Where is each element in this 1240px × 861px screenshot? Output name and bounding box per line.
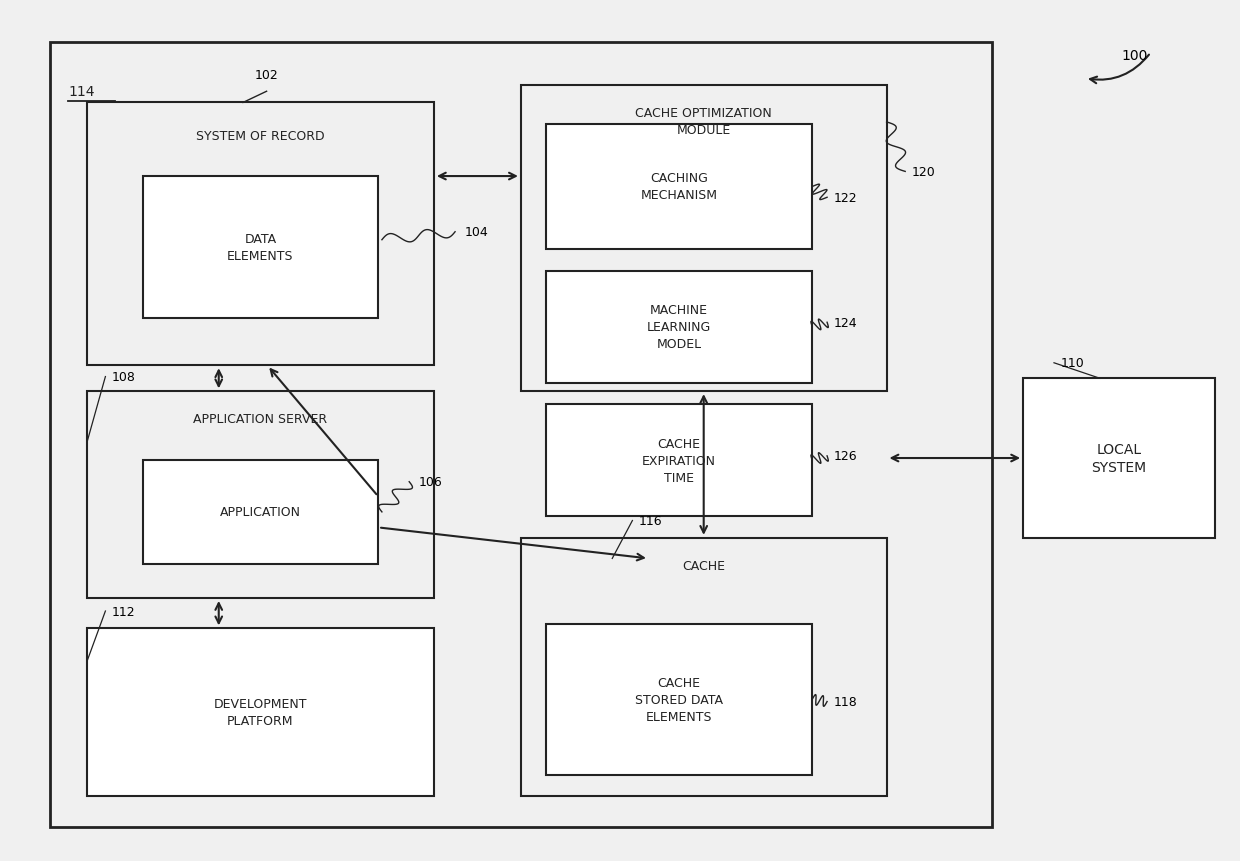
Text: DEVELOPMENT
PLATFORM: DEVELOPMENT PLATFORM [213,697,308,728]
Text: 126: 126 [833,449,857,463]
Text: CACHING
MECHANISM: CACHING MECHANISM [640,172,718,202]
Text: 118: 118 [833,695,857,709]
Bar [546,125,812,250]
Text: 120: 120 [911,165,935,179]
Text: 108: 108 [112,370,135,384]
Text: 116: 116 [639,514,662,528]
Text: SYSTEM OF RECORD: SYSTEM OF RECORD [196,129,325,143]
Text: CACHE OPTIMIZATION
MODULE: CACHE OPTIMIZATION MODULE [635,108,773,137]
Text: CACHE: CACHE [682,559,725,573]
Text: MACHINE
LEARNING
MODEL: MACHINE LEARNING MODEL [647,304,711,350]
Text: 106: 106 [419,475,443,489]
Text: 124: 124 [833,316,857,330]
Bar [1023,379,1215,538]
Bar [521,538,887,796]
Text: APPLICATION: APPLICATION [219,505,301,519]
Text: 110: 110 [1060,356,1084,370]
Bar [143,177,378,319]
Text: DATA
ELEMENTS: DATA ELEMENTS [227,232,294,263]
Text: CACHE
STORED DATA
ELEMENTS: CACHE STORED DATA ELEMENTS [635,676,723,723]
Bar [87,392,434,598]
Text: 122: 122 [833,191,857,205]
Bar [87,629,434,796]
Bar [87,103,434,366]
Text: APPLICATION SERVER: APPLICATION SERVER [193,412,327,426]
Text: 102: 102 [254,69,279,82]
Bar [546,405,812,517]
Text: 104: 104 [465,226,489,239]
Text: CACHE
EXPIRATION
TIME: CACHE EXPIRATION TIME [642,437,715,484]
Text: 114: 114 [68,85,94,99]
Bar [143,461,378,564]
Bar [50,43,992,827]
Text: 100: 100 [1121,49,1148,63]
Bar [546,271,812,383]
Text: LOCAL
SYSTEM: LOCAL SYSTEM [1091,443,1147,474]
Bar [521,86,887,392]
Text: 112: 112 [112,604,135,618]
Bar [546,624,812,775]
